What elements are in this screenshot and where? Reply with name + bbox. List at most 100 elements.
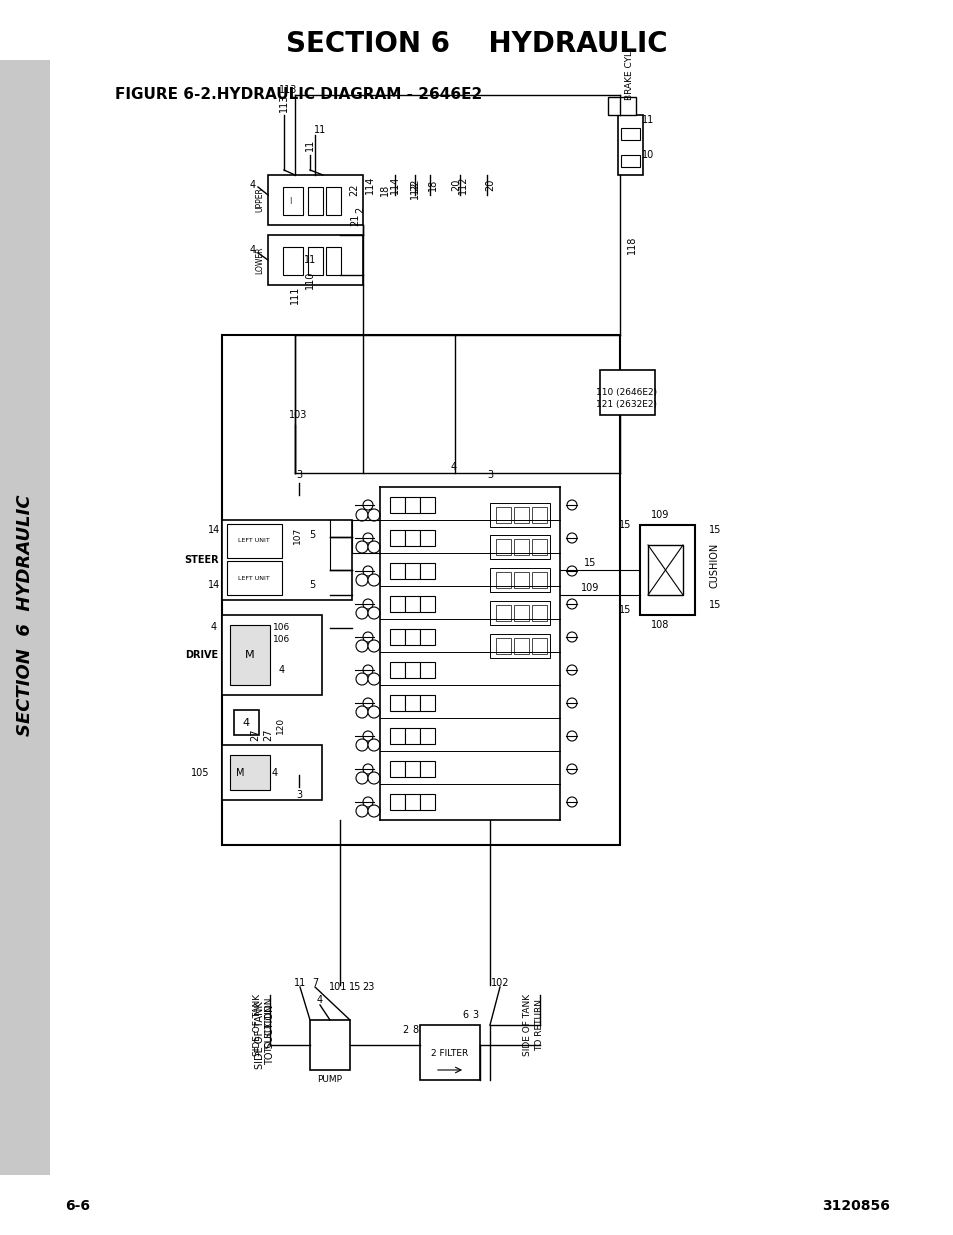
Text: 15: 15 [349, 982, 361, 992]
Text: 14: 14 [208, 580, 220, 590]
Bar [532, 605, 546, 621]
Bar [390, 563, 405, 579]
Bar [405, 496, 419, 513]
Circle shape [355, 805, 368, 818]
Bar [405, 629, 419, 645]
Text: 110 (2646E2): 110 (2646E2) [596, 389, 657, 398]
Circle shape [363, 534, 373, 543]
Text: 112: 112 [457, 175, 468, 194]
Text: 109: 109 [650, 510, 668, 520]
Circle shape [355, 640, 368, 652]
Circle shape [355, 541, 368, 553]
Circle shape [363, 632, 373, 642]
Text: 11: 11 [641, 115, 654, 125]
Text: TO RETURN: TO RETURN [535, 999, 544, 1051]
Bar [405, 727, 419, 743]
Text: 15: 15 [583, 558, 596, 568]
Text: 106: 106 [274, 636, 291, 645]
Circle shape [363, 500, 373, 510]
Bar [405, 695, 419, 711]
Bar [514, 572, 529, 588]
Text: 113: 113 [278, 85, 297, 95]
Bar [230, 755, 270, 790]
Circle shape [566, 534, 577, 543]
Circle shape [368, 541, 379, 553]
Bar [310, 1020, 350, 1070]
Text: 3: 3 [486, 471, 493, 480]
Bar [390, 597, 405, 613]
Text: DRIVE: DRIVE [185, 650, 218, 659]
Text: 111: 111 [290, 285, 299, 304]
Circle shape [363, 566, 373, 576]
Text: 10: 10 [641, 149, 654, 161]
Bar [490, 601, 550, 625]
Bar [0, 61, 50, 1174]
Text: 121 (2632E2): 121 (2632E2) [596, 400, 657, 410]
Text: 101: 101 [329, 982, 347, 992]
Text: 2 FILTER: 2 FILTER [431, 1049, 468, 1057]
Text: LEFT UNIT: LEFT UNIT [238, 538, 270, 543]
Bar [308, 247, 323, 275]
Text: TO SUCTION: TO SUCTION [265, 997, 274, 1052]
Circle shape [368, 739, 379, 751]
Circle shape [368, 706, 379, 718]
Bar [390, 794, 405, 810]
Bar [233, 710, 258, 735]
Text: 103: 103 [289, 410, 307, 420]
Text: 4: 4 [451, 462, 456, 472]
Text: SECTION  6  HYDRAULIC: SECTION 6 HYDRAULIC [16, 494, 34, 736]
Text: 120: 120 [275, 716, 284, 734]
Text: 15: 15 [708, 525, 720, 535]
Bar [532, 538, 546, 555]
Bar [490, 568, 550, 592]
Circle shape [355, 772, 368, 784]
Text: 18: 18 [428, 179, 437, 191]
Circle shape [566, 500, 577, 510]
Bar [227, 524, 282, 558]
Circle shape [363, 731, 373, 741]
Bar [405, 794, 419, 810]
Text: STEER: STEER [185, 555, 219, 564]
Text: 106: 106 [274, 622, 291, 631]
Text: 22: 22 [410, 179, 419, 191]
Bar [268, 175, 363, 225]
Text: 4: 4 [242, 718, 250, 727]
Bar [532, 508, 546, 522]
Bar [490, 503, 550, 527]
Circle shape [566, 566, 577, 576]
Text: 4: 4 [272, 768, 277, 778]
Bar [496, 538, 511, 555]
Text: 7: 7 [312, 978, 317, 988]
Bar [222, 745, 322, 800]
Circle shape [355, 509, 368, 521]
Circle shape [566, 632, 577, 642]
Text: 2: 2 [355, 207, 365, 214]
Circle shape [363, 797, 373, 806]
Text: 3: 3 [472, 1010, 477, 1020]
Text: 20: 20 [484, 179, 495, 191]
Bar [532, 572, 546, 588]
Bar [405, 761, 419, 777]
Bar [230, 625, 270, 685]
Text: 4: 4 [316, 995, 323, 1005]
Bar [222, 520, 352, 600]
Text: 22: 22 [349, 184, 358, 196]
Circle shape [368, 640, 379, 652]
Bar [419, 727, 435, 743]
Text: 11: 11 [305, 138, 314, 151]
Circle shape [355, 706, 368, 718]
Circle shape [363, 698, 373, 708]
Text: 112: 112 [410, 180, 419, 199]
Bar [496, 638, 511, 655]
Text: 113: 113 [278, 94, 289, 112]
Text: LEFT UNIT: LEFT UNIT [238, 576, 270, 580]
Circle shape [368, 673, 379, 685]
Text: 15: 15 [618, 605, 631, 615]
Text: PUMP: PUMP [317, 1076, 342, 1084]
Text: 20: 20 [451, 179, 460, 191]
Bar [496, 605, 511, 621]
Text: 6: 6 [461, 1010, 468, 1020]
Text: 4: 4 [278, 664, 285, 676]
Text: 14: 14 [208, 525, 220, 535]
Text: 6-6: 6-6 [65, 1199, 90, 1213]
